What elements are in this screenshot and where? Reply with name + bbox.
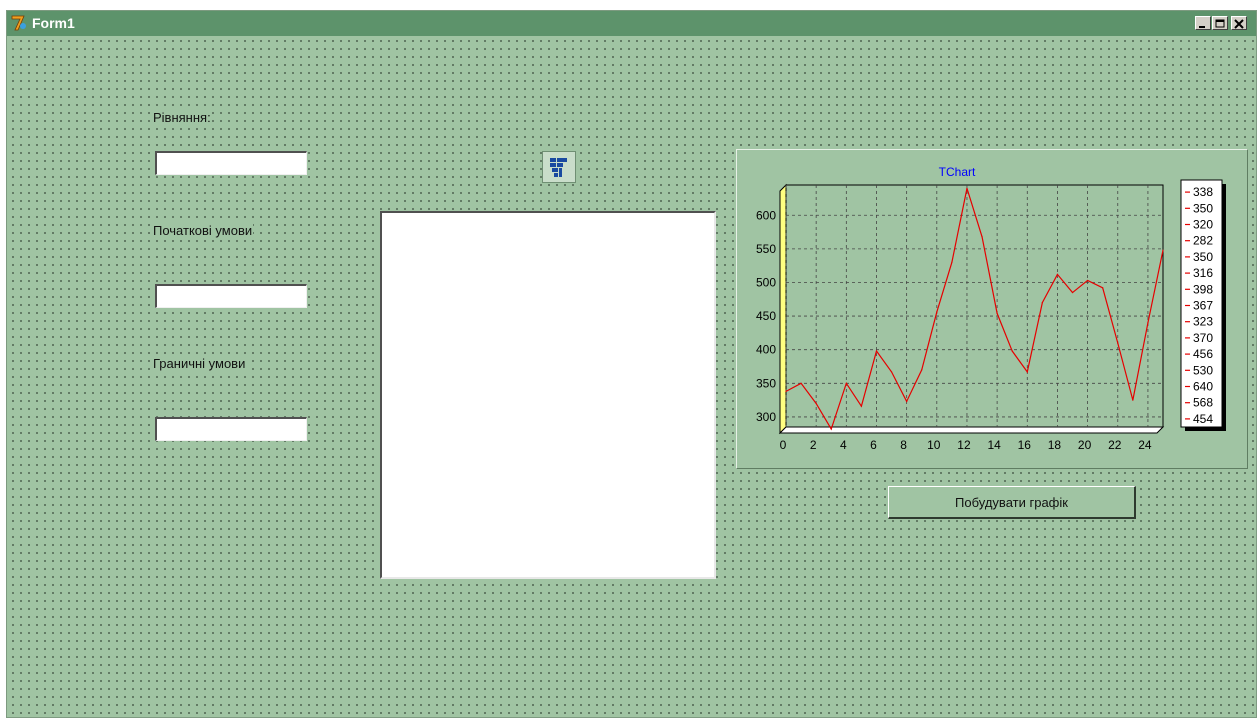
- chart-x-tick-label: 12: [957, 438, 971, 452]
- chart-legend-entry: 530: [1193, 363, 1213, 377]
- chart-legend-entry: 367: [1193, 299, 1213, 313]
- chart-legend-entry: 454: [1193, 412, 1213, 426]
- chart-data-point: [906, 400, 908, 403]
- chart-x-tick-label: 24: [1138, 438, 1152, 452]
- chart-plot-area: [785, 184, 1164, 428]
- minimize-button[interactable]: [1195, 16, 1211, 30]
- chart-legend-entry: 338: [1193, 185, 1213, 199]
- chart-y-tick-label: 550: [756, 242, 776, 256]
- chart-data-point: [860, 405, 862, 407]
- chart-x-tick-label: 4: [840, 438, 847, 452]
- chart-left-wall: [779, 183, 787, 435]
- chart-x-tick-label: 22: [1108, 438, 1122, 452]
- chart-legend-entry: 370: [1193, 331, 1213, 345]
- chart-legend-entry: 323: [1193, 315, 1213, 329]
- minimize-icon: [1199, 26, 1205, 28]
- chart-data-point: [1132, 399, 1134, 401]
- chart-data-point: [966, 187, 968, 189]
- chart-floor: [778, 426, 1165, 434]
- window-title: Form1: [32, 15, 75, 31]
- chart-data-point: [1102, 287, 1104, 289]
- chart-legend-box: [1180, 179, 1223, 428]
- chart-legend-entry: 568: [1193, 396, 1213, 410]
- chart-data-point: [785, 390, 787, 392]
- chart-panel: 300 350 400 450 500 550 600 0 2 4 6 8 10 12 14 16 18 20 22…: [736, 149, 1248, 469]
- title-bar[interactable]: Form1: [7, 11, 1256, 36]
- chart-x-tick-label: 16: [1018, 438, 1032, 452]
- chart-data-point: [800, 382, 802, 384]
- app-icon: [10, 14, 28, 32]
- chart-data-point: [815, 402, 817, 405]
- chart-legend-entry: 350: [1193, 201, 1213, 215]
- chart-legend-entry: 350: [1193, 250, 1213, 264]
- chart-y-tick-label: 600: [756, 208, 776, 222]
- chart-data-point: [1041, 302, 1043, 304]
- boundary-conditions-label: Граничні умови: [152, 356, 247, 371]
- close-button[interactable]: [1231, 16, 1247, 30]
- boundary-conditions-input[interactable]: [155, 417, 307, 441]
- maximize-button[interactable]: [1212, 16, 1228, 30]
- chart-data-point: [1071, 291, 1074, 294]
- initial-conditions-label: Початкові умови: [152, 223, 254, 238]
- chart-data-point: [890, 371, 893, 373]
- equation-input[interactable]: [155, 151, 307, 175]
- component-icon: [550, 158, 567, 177]
- chart-x-tick-label: 20: [1078, 438, 1092, 452]
- chart-y-tick-label: 400: [756, 343, 776, 357]
- chart-x-tick-label: 14: [987, 438, 1001, 452]
- chart-data-point: [1147, 322, 1149, 324]
- chart-y-tick-label: 500: [756, 275, 776, 289]
- chart-title: TChart: [939, 165, 976, 179]
- chart-data-point: [1011, 350, 1013, 352]
- chart-data-point: [921, 369, 923, 371]
- chart-y-tick-label: 450: [756, 309, 776, 323]
- chart-legend-entry: 456: [1193, 347, 1213, 361]
- chart-legend-entry: 320: [1193, 218, 1213, 232]
- build-graph-button[interactable]: Побудувати графік: [888, 486, 1136, 519]
- chart-data-point: [845, 382, 847, 384]
- equation-label: Рівняння:: [152, 110, 212, 125]
- chart-x-tick-label: 6: [870, 438, 877, 452]
- chart-legend-entry: 398: [1193, 282, 1213, 296]
- output-memo[interactable]: [380, 211, 716, 579]
- chart-data-point: [1162, 249, 1164, 251]
- nonvisual-component-icon[interactable]: [542, 151, 576, 183]
- chart-x-tick-label: 18: [1048, 438, 1062, 452]
- chart-data-point: [875, 350, 878, 352]
- close-icon: [1234, 19, 1244, 29]
- maximize-icon: [1215, 19, 1225, 28]
- chart-data-point: [996, 312, 998, 314]
- chart-data-point: [936, 311, 938, 313]
- chart-data-point: [951, 261, 953, 263]
- chart-y-tick-label: 350: [756, 376, 776, 390]
- form1-window: Form1 Рівняння: Початкові умови Граничні…: [6, 10, 1257, 718]
- chart-data-point: [1087, 279, 1089, 282]
- chart-data-point: [1026, 371, 1028, 373]
- chart-x-tick-label: 8: [900, 438, 907, 452]
- chart-data-point: [1056, 273, 1059, 276]
- chart-data-point: [830, 428, 832, 430]
- chart-x-tick-label: 0: [780, 438, 787, 452]
- chart-x-tick-label: 10: [927, 438, 941, 452]
- chart-series-line: [785, 188, 1164, 431]
- chart-legend-entry: 640: [1193, 380, 1213, 394]
- chart-y-tick-label: 300: [756, 410, 776, 424]
- chart-data-point: [981, 236, 983, 238]
- chart-data-point: [1117, 342, 1119, 344]
- chart-legend-entry: 282: [1193, 234, 1213, 248]
- initial-conditions-input[interactable]: [155, 284, 307, 308]
- chart-legend-entry: 316: [1193, 266, 1213, 280]
- chart-x-tick-label: 2: [810, 438, 817, 452]
